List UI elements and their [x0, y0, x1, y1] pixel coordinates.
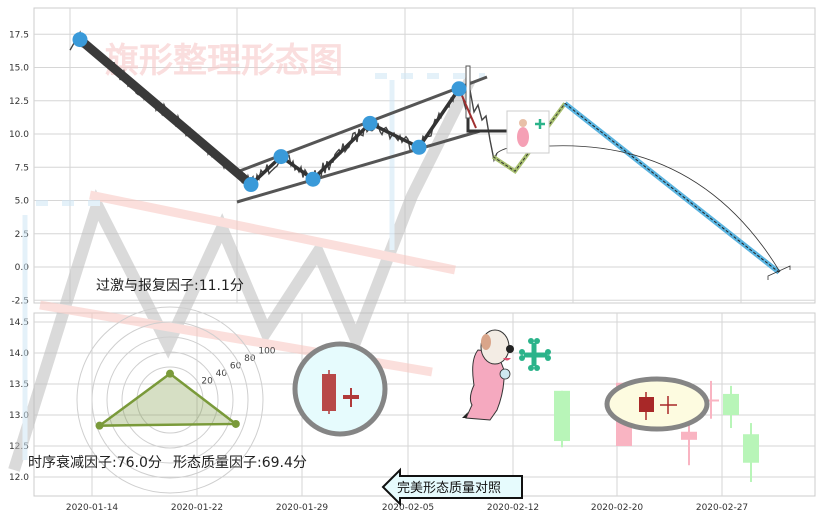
y-tick-label: 17.5 [9, 30, 29, 40]
compare-arrow-callout: 完美形态质量对照 [381, 467, 523, 507]
bone-icon [519, 338, 551, 371]
top-y-ticks: 17.5 15.0 12.5 10.0 7.5 5.0 2.5 0.0 -2.5 [9, 30, 29, 306]
x-tick-label: 2020-01-14 [66, 503, 119, 513]
x-tick-label: 2020-02-20 [591, 503, 644, 513]
pivot-point [243, 177, 259, 193]
radar-tick-label: 100 [258, 347, 275, 357]
pole-line [75, 35, 256, 190]
x-tick-label: 2020-02-05 [382, 503, 434, 513]
candle [703, 380, 719, 419]
x-tick-label: 2020-02-12 [487, 503, 539, 513]
pivot-point [273, 149, 289, 165]
y-tick-label: 14.0 [9, 349, 29, 359]
thumbnail-box [506, 110, 550, 154]
y-tick-label: 12.0 [9, 473, 29, 483]
y-tick-label: 7.5 [15, 163, 29, 173]
candle [743, 423, 759, 482]
perfect-candle-body [639, 397, 654, 412]
pivot-point [305, 171, 321, 187]
top-chart-content [69, 30, 791, 280]
y-tick-label: 14.5 [9, 318, 29, 328]
dog-thumbnail-head [519, 119, 527, 127]
watermark-layer: 旗形整理形态图 [8, 41, 485, 472]
factor-label-decay: 时序衰减因子:76.0分 [28, 454, 162, 471]
candle [723, 385, 739, 429]
radar-tick-label: 40 [216, 369, 228, 379]
radar-ring [121, 351, 219, 449]
radar-tick-label: 80 [244, 354, 256, 364]
compare-label: 完美形态质量对照 [397, 481, 501, 496]
factor-label-quality: 形态质量因子:69.4分 [173, 455, 307, 471]
radar-polygon [95, 372, 240, 427]
breakout-candle [465, 65, 471, 119]
y-tick-label: 12.5 [9, 97, 29, 107]
y-tick-label: -2.5 [11, 296, 29, 306]
radar-tick-label: 20 [201, 377, 213, 387]
pivot-point [451, 81, 467, 97]
pivot-point [72, 32, 88, 48]
perfect-pattern-circle [292, 341, 388, 437]
bottom-ticks: 2020-01-14 2020-01-22 2020-01-29 2020-02-05… [9, 318, 748, 513]
projected-blue-leg-dash [564, 103, 780, 273]
target-marker [767, 265, 791, 280]
factor-label-overreaction: 过激与报复因子:11.1分 [96, 277, 244, 294]
radar-vertex [95, 421, 104, 430]
x-tick-label: 2020-02-27 [696, 503, 748, 513]
perfect-candle-body [322, 374, 336, 411]
y-tick-label: 13.5 [9, 380, 29, 390]
x-tick-label: 2020-01-22 [171, 503, 223, 513]
radar-tick-label: 60 [230, 362, 242, 372]
y-tick-label: 5.0 [15, 197, 30, 207]
candle-body [743, 434, 759, 463]
y-tick-label: 15.0 [9, 64, 29, 74]
dog-thumbnail-icon [517, 127, 529, 147]
candle-body [703, 399, 719, 402]
y-tick-label: 10.0 [9, 130, 29, 140]
pivot-point [411, 139, 427, 155]
perfect-pattern-ellipse [604, 376, 710, 432]
candle-body [723, 393, 739, 415]
watermark-title: 旗形整理形态图 [105, 41, 343, 81]
candle-body [681, 431, 697, 440]
candle-body [554, 390, 570, 442]
radar-vertex [231, 419, 240, 428]
x-tick-label: 2020-01-29 [276, 503, 329, 513]
pivot-point [362, 115, 378, 131]
radar-ring [91, 321, 249, 479]
candle [554, 390, 570, 448]
y-tick-label: 2.5 [15, 230, 29, 240]
dog-illustration [462, 329, 514, 421]
y-tick-label: 13.0 [9, 411, 29, 421]
bone-thumbnail-icon [535, 119, 545, 129]
radar-vertex [166, 369, 174, 378]
flag-lower-boundary [236, 129, 481, 204]
top-panel [33, 7, 816, 304]
radar-ring [106, 336, 234, 464]
watermark-upper-line [89, 190, 456, 275]
y-tick-label: 0.0 [15, 263, 30, 273]
radar-ring [76, 306, 264, 494]
